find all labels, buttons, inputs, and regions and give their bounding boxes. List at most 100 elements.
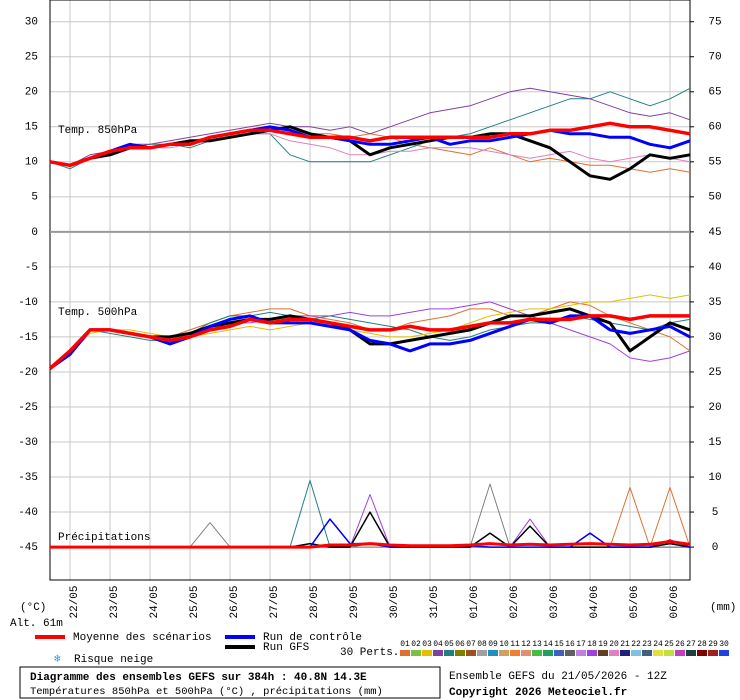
panel-title: Temp. 500hPa bbox=[58, 307, 138, 319]
pert-label: 15 bbox=[554, 640, 564, 649]
x-tick-label: 04/06 bbox=[589, 585, 601, 618]
y2-tick-label: 60 bbox=[708, 122, 721, 134]
pert-label: 25 bbox=[664, 640, 674, 649]
pert-swatch bbox=[466, 650, 476, 656]
x-tick-label: 27/05 bbox=[269, 585, 281, 618]
pert-label: 23 bbox=[642, 640, 652, 649]
x-tick-label: 31/05 bbox=[429, 585, 441, 618]
y2-tick-label: 35 bbox=[708, 297, 721, 309]
legend-label: Run de contrôle bbox=[263, 632, 362, 644]
x-tick-label: 26/05 bbox=[229, 585, 241, 618]
y2-tick-label: 25 bbox=[708, 367, 721, 379]
y2-tick-label: 40 bbox=[708, 262, 721, 274]
x-tick-label: 06/06 bbox=[669, 585, 681, 618]
y-tick-label: 30 bbox=[25, 17, 38, 29]
pert-label: 22 bbox=[631, 640, 641, 649]
x-tick-label: 02/06 bbox=[509, 585, 521, 618]
pert-label: 27 bbox=[686, 640, 696, 649]
footer-copyright: Copyright 2026 Meteociel.fr bbox=[449, 687, 627, 699]
y-tick-label: -35 bbox=[18, 472, 38, 484]
y2-axis-label: (mm) bbox=[710, 602, 736, 614]
y-tick-label: 20 bbox=[25, 87, 38, 99]
panel-title: Précipitations bbox=[58, 532, 150, 544]
pert-swatch bbox=[554, 650, 564, 656]
pert-label: 01 bbox=[400, 640, 410, 649]
y-tick-label: 15 bbox=[25, 122, 38, 134]
pert-label: 08 bbox=[477, 640, 487, 649]
y-tick-label: 25 bbox=[25, 52, 38, 64]
pert-swatch bbox=[565, 650, 575, 656]
pert-label: 26 bbox=[675, 640, 685, 649]
y2-tick-label: 10 bbox=[708, 472, 721, 484]
y2-tick-label: 15 bbox=[708, 437, 721, 449]
pert-label: 12 bbox=[521, 640, 531, 649]
altitude: Alt. 61m bbox=[10, 618, 63, 630]
pert-swatch bbox=[642, 650, 652, 656]
pert-swatch bbox=[653, 650, 663, 656]
series-line bbox=[49, 121, 691, 168]
pert-label: 10 bbox=[499, 640, 509, 649]
y2-tick-label: 45 bbox=[708, 227, 721, 239]
footer-run: Ensemble GEFS du 21/05/2026 - 12Z bbox=[449, 671, 667, 683]
pert-label: 20 bbox=[609, 640, 619, 649]
pert-label: 04 bbox=[433, 640, 443, 649]
pert-label: 03 bbox=[422, 640, 432, 649]
y-tick-label: -15 bbox=[18, 332, 38, 344]
pert-swatch bbox=[455, 650, 465, 656]
x-tick-label: 29/05 bbox=[349, 585, 361, 618]
pert-swatch bbox=[587, 650, 597, 656]
pert-swatch bbox=[697, 650, 707, 656]
pert-swatch bbox=[510, 650, 520, 656]
panel-title: Temp. 850hPa bbox=[58, 125, 138, 137]
pert-swatch bbox=[521, 650, 531, 656]
pert-swatch bbox=[620, 650, 630, 656]
legend-label: Moyenne des scénarios bbox=[73, 632, 212, 644]
x-tick-label: 30/05 bbox=[389, 585, 401, 618]
footer-title: Diagramme des ensembles GEFS sur 384h : … bbox=[30, 672, 367, 684]
pert-swatch bbox=[719, 650, 729, 656]
y-tick-label: 10 bbox=[25, 157, 38, 169]
y2-tick-label: 0 bbox=[712, 542, 719, 554]
pert-label: 21 bbox=[620, 640, 630, 649]
series-line bbox=[49, 294, 691, 369]
pert-label: 16 bbox=[565, 640, 575, 649]
pert-swatch bbox=[686, 650, 696, 656]
legend-label: Run GFS bbox=[263, 642, 310, 654]
y-tick-label: -20 bbox=[18, 367, 38, 379]
pert-swatch bbox=[576, 650, 586, 656]
y-tick-label: -30 bbox=[18, 437, 38, 449]
pert-swatch bbox=[664, 650, 674, 656]
pert-label: 07 bbox=[466, 640, 476, 649]
y2-tick-label: 20 bbox=[708, 402, 721, 414]
pert-swatch bbox=[477, 650, 487, 656]
y-tick-label: 0 bbox=[31, 227, 38, 239]
y2-tick-label: 55 bbox=[708, 157, 721, 169]
y-tick-label: -45 bbox=[18, 542, 38, 554]
series-line bbox=[49, 87, 691, 170]
y-tick-label: 5 bbox=[31, 192, 38, 204]
x-tick-label: 03/06 bbox=[549, 585, 561, 618]
pert-label: 02 bbox=[411, 640, 421, 649]
y-tick-label: -5 bbox=[25, 262, 38, 274]
pert-swatch bbox=[675, 650, 685, 656]
pert-label: 29 bbox=[708, 640, 718, 649]
y-tick-label: -25 bbox=[18, 402, 38, 414]
y2-tick-label: 50 bbox=[708, 192, 721, 204]
pert-swatch bbox=[543, 650, 553, 656]
pert-label: 19 bbox=[598, 640, 608, 649]
x-tick-label: 24/05 bbox=[149, 585, 161, 618]
pert-swatch bbox=[433, 650, 443, 656]
series-line bbox=[48, 314, 690, 370]
pert-swatch bbox=[444, 650, 454, 656]
footer-subtitle: Températures 850hPa et 500hPa (°C) , pré… bbox=[30, 686, 383, 698]
footer-box bbox=[19, 666, 441, 699]
pert-label: 30 bbox=[719, 640, 729, 649]
x-tick-label: 23/05 bbox=[109, 585, 121, 618]
x-tick-label: 28/05 bbox=[309, 585, 321, 618]
snow-icon: ❄ bbox=[54, 654, 61, 666]
pert-label: 05 bbox=[444, 640, 454, 649]
pert-label: 14 bbox=[543, 640, 553, 649]
plot-frame bbox=[49, 0, 691, 581]
